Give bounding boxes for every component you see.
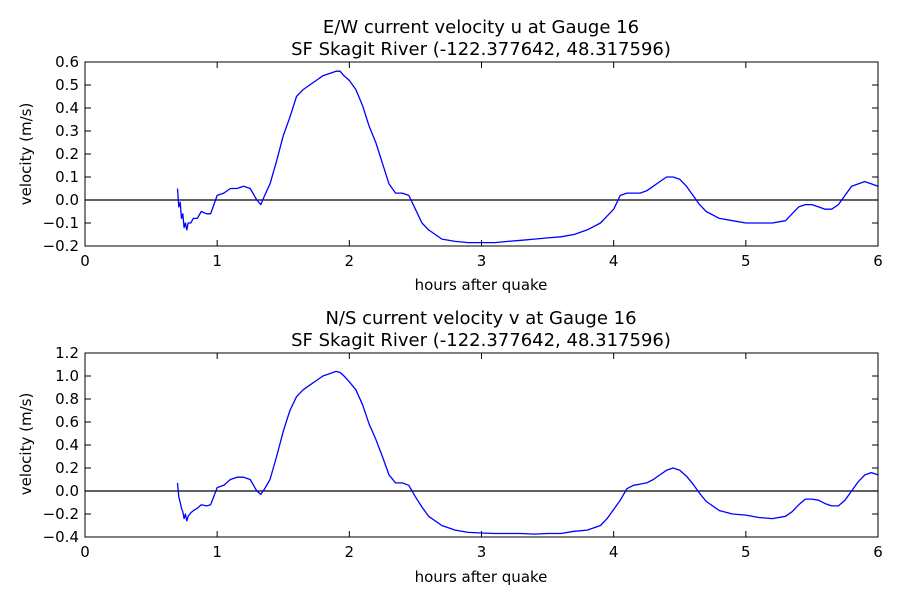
chart-title: E/W current velocity u at Gauge 16	[323, 17, 639, 38]
x-tick-label: 1	[212, 252, 222, 270]
x-tick-label: 5	[741, 252, 751, 270]
y-tick-label: 0.0	[55, 191, 79, 209]
y-tick-label: 0.5	[55, 76, 79, 94]
y-axis-label: velocity (m/s)	[17, 103, 35, 206]
y-tick-label: 0.6	[55, 413, 79, 431]
chart-title: N/S current velocity v at Gauge 16	[325, 308, 636, 329]
y-tick-label: 1.0	[55, 367, 79, 385]
x-tick-label: 1	[212, 543, 222, 561]
y-tick-label: 0.8	[55, 390, 79, 408]
y-axis-label: velocity (m/s)	[17, 393, 35, 496]
y-tick-label: −0.2	[43, 237, 79, 255]
x-tick-label: 2	[345, 252, 355, 270]
x-axis-label: hours after quake	[415, 276, 548, 294]
x-tick-label: 0	[80, 252, 90, 270]
y-tick-label: 0.1	[55, 168, 79, 186]
y-tick-label: −0.2	[43, 505, 79, 523]
y-tick-label: −0.1	[43, 214, 79, 232]
x-axis-label: hours after quake	[415, 568, 548, 586]
y-tick-label: 0.2	[55, 145, 79, 163]
chart-subtitle: SF Skagit River (-122.377642, 48.317596)	[291, 39, 671, 60]
x-tick-label: 6	[873, 543, 883, 561]
y-tick-label: 1.2	[55, 344, 79, 362]
y-tick-label: 0.6	[55, 53, 79, 71]
x-tick-label: 2	[345, 543, 355, 561]
chart-ns-velocity: N/S current velocity v at Gauge 16 SF Sk…	[17, 308, 883, 586]
y-tick-label: 0.2	[55, 459, 79, 477]
y-tick-label: 0.4	[55, 436, 79, 454]
x-tick-label: 4	[609, 543, 619, 561]
y-tick-label: 0.4	[55, 99, 79, 117]
series-line	[176, 370, 879, 535]
x-tick-label: 0	[80, 543, 90, 561]
y-tick-label: 0.3	[55, 122, 79, 140]
x-tick-label: 5	[741, 543, 751, 561]
x-tick-label: 6	[873, 252, 883, 270]
chart-ew-velocity: E/W current velocity u at Gauge 16 SF Sk…	[17, 17, 883, 294]
x-tick-label: 3	[477, 543, 487, 561]
x-tick-label: 3	[477, 252, 487, 270]
y-tick-label: −0.4	[43, 528, 79, 546]
x-tick-label: 4	[609, 252, 619, 270]
chart-subtitle: SF Skagit River (-122.377642, 48.317596)	[291, 330, 671, 351]
y-tick-label: 0.0	[55, 482, 79, 500]
series-line	[176, 70, 879, 244]
